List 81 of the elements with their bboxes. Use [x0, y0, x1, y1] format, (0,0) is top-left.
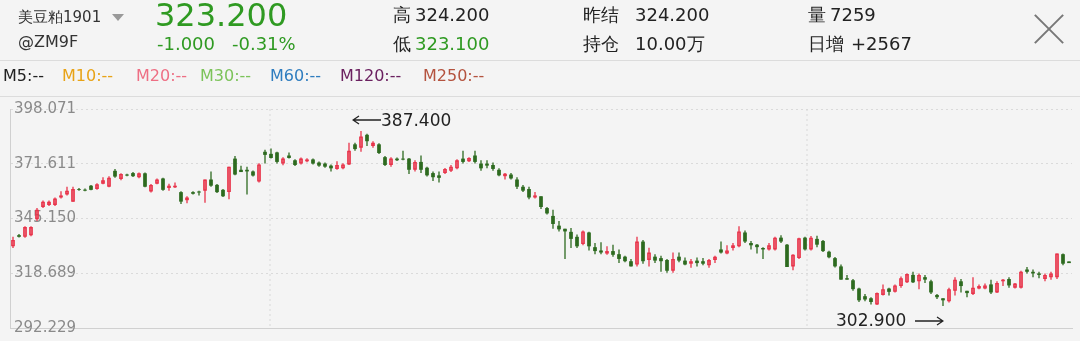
text: +2567: [851, 33, 912, 55]
candlestick: [971, 276, 975, 296]
text: 持仓: [583, 33, 619, 55]
text: 量: [808, 4, 826, 26]
candlestick: [689, 258, 693, 269]
candlestick: [887, 287, 891, 297]
candlestick: [269, 147, 273, 160]
y-tick-label: 371.611: [14, 153, 77, 172]
candlestick: [599, 241, 603, 255]
candlestick: [611, 244, 615, 258]
candlestick: [257, 162, 261, 184]
annotation: 302.900: [836, 310, 907, 331]
text: 日增: [808, 33, 844, 55]
text: M120:--: [340, 66, 402, 86]
candlestick: [1025, 266, 1029, 275]
candlestick: [239, 164, 243, 173]
candlestick: [647, 247, 651, 268]
text: M5:--: [3, 66, 44, 86]
candlestick: [593, 242, 597, 255]
candlestick: [719, 240, 723, 255]
candlestick: [287, 151, 291, 160]
candlestick: [1055, 252, 1059, 280]
candlestick: [569, 227, 573, 249]
chart-title: 美豆粕1901: [18, 8, 102, 26]
candlestick: [845, 274, 849, 281]
candlestick: [635, 236, 639, 268]
candlestick: [203, 178, 207, 204]
candlestick: [797, 236, 801, 260]
candlestick: [59, 190, 63, 200]
text: 323.100: [415, 33, 490, 55]
candlestick: [965, 290, 969, 298]
text: 324.200: [415, 4, 490, 26]
candlestick: [605, 245, 609, 256]
candlestick: [935, 293, 939, 300]
text: 昨结: [583, 4, 619, 26]
candlestick: [227, 166, 231, 201]
candlestick: [617, 248, 621, 264]
y-tick-label: 345.150: [14, 208, 77, 227]
candlestick: [263, 149, 267, 165]
candlestick: [209, 170, 213, 188]
candlestick: [941, 297, 945, 307]
candlestick: [485, 159, 489, 169]
y-tick-label: 292.229: [14, 317, 77, 336]
text: 324.200: [635, 4, 710, 26]
y-tick-label: 398.071: [14, 98, 77, 117]
text: M60:--: [270, 66, 322, 86]
annotation: 387.400: [381, 110, 452, 131]
text: 10.00万: [635, 33, 705, 55]
candlestick: [749, 240, 753, 251]
text: 323.200: [155, 0, 288, 35]
candlestick: [917, 272, 921, 290]
text: M250:--: [423, 66, 485, 86]
candlestick: [335, 160, 339, 171]
candlestick: [641, 239, 645, 265]
text: 低: [393, 33, 411, 55]
candlestick: [431, 170, 435, 182]
candlestick: [371, 140, 375, 149]
candlestick: [359, 130, 363, 153]
text: M20:--: [136, 66, 188, 86]
candlestick: [953, 276, 957, 297]
candlestick: [533, 191, 537, 200]
text: -1.000: [157, 33, 216, 55]
chart-subtitle: @ZM9F: [18, 32, 79, 52]
candlestick: [959, 278, 963, 294]
text: -0.31%: [232, 33, 296, 55]
candlestick: [671, 251, 675, 274]
candlestick: [1037, 271, 1041, 279]
text: M30:--: [200, 66, 252, 86]
y-tick-label: 318.689: [14, 263, 77, 282]
text: M10:--: [62, 66, 114, 86]
candlestick: [65, 186, 69, 197]
candlestick: [461, 150, 465, 165]
candlestick: [437, 170, 441, 184]
candlestick: [923, 274, 927, 284]
candlestick: [737, 225, 741, 248]
candlestick: [401, 150, 405, 161]
candlestick: [659, 255, 663, 273]
text: 高: [393, 4, 411, 26]
text: 7259: [830, 4, 876, 26]
candlestick: [551, 209, 555, 230]
candlestick: [347, 142, 351, 166]
